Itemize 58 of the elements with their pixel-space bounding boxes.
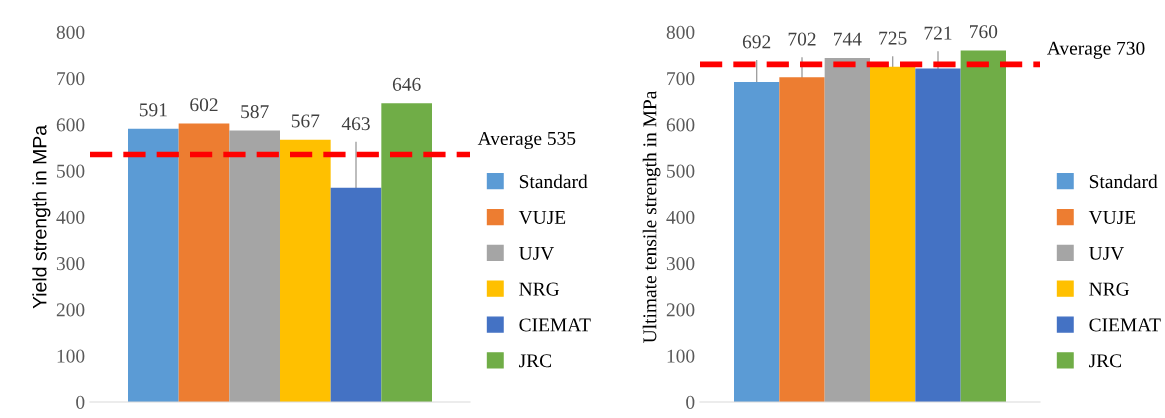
y-tick-label: 500 [57, 164, 85, 178]
y-tick-label: 0 [76, 395, 85, 409]
y-tick-label: 400 [666, 210, 695, 224]
bar [381, 103, 432, 402]
legend-label: Standard [1089, 174, 1158, 189]
y-tick-label: 800 [666, 25, 695, 39]
legend-label: NRG [1089, 282, 1130, 296]
y-tick-label: 200 [666, 303, 695, 317]
y-tick-label: 800 [56, 25, 85, 39]
legend-label: CIEMAT [1089, 318, 1161, 332]
bar [178, 123, 230, 402]
bar [960, 50, 1006, 402]
y-tick-label: 300 [56, 257, 85, 271]
data-label: 725 [879, 31, 907, 45]
data-label: 463 [341, 117, 370, 131]
y-tick-label: 200 [56, 303, 85, 317]
legend-label: VUJE [518, 211, 566, 225]
bar [330, 187, 382, 402]
y-tick-label: 700 [667, 72, 695, 86]
bar [870, 66, 916, 402]
bar [280, 139, 331, 402]
ref-line-label: Average 535 [477, 131, 576, 150]
bar [779, 77, 825, 402]
data-label: 702 [788, 32, 816, 46]
ref-line-label: Average 730 [1046, 41, 1145, 59]
data-label: 646 [392, 77, 421, 91]
y-axis-title: Ultimate tensile strength in MPa [642, 90, 661, 343]
data-label: 591 [139, 103, 167, 117]
bar [734, 81, 780, 402]
legend-label: JRC [1089, 354, 1122, 368]
y-tick-label: 700 [57, 72, 85, 86]
bar [229, 130, 280, 402]
legend-label: CIEMAT [519, 318, 591, 332]
data-label: 587 [241, 105, 269, 119]
y-tick-label: 0 [686, 395, 695, 409]
y-tick-label: 600 [56, 118, 85, 132]
legend-label: JRC [519, 354, 552, 368]
legend-label: NRG [519, 282, 560, 296]
y-tick-label: 100 [667, 349, 695, 363]
bar [824, 57, 870, 402]
y-tick-label: 400 [56, 210, 85, 224]
data-label: 692 [742, 35, 771, 49]
legend-label: UJV [519, 246, 555, 260]
y-tick-label: 600 [666, 118, 695, 132]
legend-label: Standard [519, 174, 588, 189]
bar [915, 68, 961, 402]
data-label: 760 [970, 25, 998, 39]
data-label: 567 [291, 114, 320, 128]
bar [128, 128, 179, 402]
data-label: 602 [190, 98, 218, 112]
y-tick-label: 300 [666, 257, 695, 271]
y-axis-title: Yield strength in MPa [32, 124, 51, 309]
legend-label: VUJE [1088, 211, 1136, 225]
data-label: 721 [924, 26, 952, 40]
legend-label: UJV [1089, 246, 1125, 260]
y-tick-label: 100 [57, 349, 85, 363]
data-label: 744 [834, 32, 862, 46]
y-tick-label: 500 [667, 164, 695, 178]
